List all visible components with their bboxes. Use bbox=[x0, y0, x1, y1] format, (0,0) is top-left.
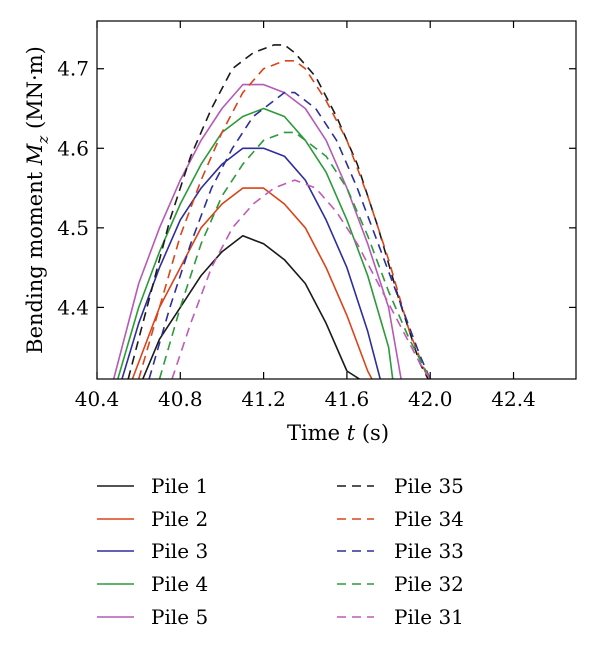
series-line-pile-32 bbox=[158, 131, 431, 379]
legend-label: Pile 4 bbox=[151, 572, 208, 596]
y-tick-label: 4.4 bbox=[57, 295, 89, 319]
legend-label: Pile 33 bbox=[394, 539, 464, 563]
plot-frame bbox=[96, 20, 577, 380]
series-line-pile-3 bbox=[121, 147, 381, 379]
series-layer bbox=[112, 44, 431, 379]
x-axis: 40.4 40.8 41.2 41.6 42.0 42.4 bbox=[75, 21, 536, 411]
y-axis-label: Bending moment Mz (MN·m) bbox=[23, 46, 52, 354]
series-line-pile-4 bbox=[117, 107, 394, 379]
x-tick-label: 40.8 bbox=[158, 387, 203, 411]
series-line-pile-1 bbox=[142, 235, 360, 379]
legend-label: Pile 1 bbox=[151, 474, 208, 498]
series-line-pile-35 bbox=[127, 44, 429, 379]
legend-label: Pile 2 bbox=[151, 507, 208, 531]
x-tick-label: 41.2 bbox=[241, 387, 286, 411]
x-axis-label: Time t (s) bbox=[287, 421, 389, 445]
x-tick-label: 42.0 bbox=[408, 387, 453, 411]
y-tick-label: 4.6 bbox=[57, 136, 89, 160]
x-tick-label: 41.6 bbox=[325, 387, 370, 411]
y-tick-label: 4.5 bbox=[57, 216, 89, 240]
legend-label: Pile 3 bbox=[151, 539, 208, 563]
x-tick-label: 42.4 bbox=[491, 387, 536, 411]
y-tick-label: 4.7 bbox=[57, 57, 89, 81]
legend-label: Pile 34 bbox=[394, 507, 464, 531]
series-line-pile-34 bbox=[137, 59, 429, 379]
series-line-pile-33 bbox=[148, 91, 431, 379]
legend: Pile 1 Pile 2 Pile 3 Pile 4 Pile 5 Pile 35 Pil… bbox=[97, 474, 464, 629]
y-axis: 4.4 4.5 4.6 4.7 bbox=[57, 57, 576, 319]
series-line-pile-2 bbox=[131, 187, 373, 379]
series-line-pile-31 bbox=[171, 179, 431, 379]
legend-label: Pile 32 bbox=[394, 572, 464, 596]
legend-label: Pile 31 bbox=[394, 605, 464, 629]
legend-label: Pile 5 bbox=[151, 605, 208, 629]
x-tick-label: 40.4 bbox=[75, 387, 120, 411]
series-line-pile-5 bbox=[112, 83, 402, 379]
legend-label: Pile 35 bbox=[394, 474, 464, 498]
